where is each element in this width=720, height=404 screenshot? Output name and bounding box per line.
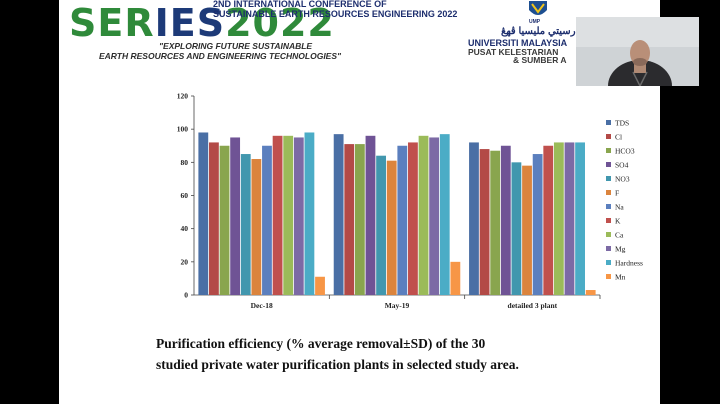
y-tick-label: 60 [181,191,189,200]
legend-swatch-na [606,204,611,209]
ump-centre-2: & SUMBER A [513,55,567,65]
caption-line-1: Purification efficiency (% average remov… [156,336,486,351]
legend-swatch-hco3 [606,148,611,153]
bar-so4-2 [365,135,376,295]
bar-mn-3 [585,290,596,295]
bar-na-1 [262,145,272,295]
bar-ca-1 [283,135,294,295]
legend-swatch-tds [606,120,611,125]
x-category-label: detailed 3 plant [508,301,558,310]
bar-hco3-2 [354,144,365,295]
bar-hardness-2 [439,134,450,295]
legend-label-f: F [615,189,619,198]
legend-label-ca: Ca [615,231,624,240]
presentation-slide: SERIES2022 2ND INTERNATIONAL CONFERENCE … [59,0,660,404]
bar-hco3-3 [490,150,501,295]
legend-label-hco3: HCO3 [615,147,635,156]
ump-arabic: ونيۏرسيتي مليسيا ڤهڠ [501,26,593,37]
logo-word-left: SER [69,1,155,45]
bar-f-2 [386,160,397,295]
bar-mg-2 [429,137,440,295]
legend-swatch-cl [606,134,611,139]
ump-centre: PUSAT KELESTARIAN [468,47,559,57]
legend-swatch-ca [606,232,611,237]
y-tick-label: 100 [177,125,189,134]
bar-hardness-1 [304,132,315,295]
legend-label-na: Na [615,203,624,212]
conference-line-1: 2ND INTERNATIONAL CONFERENCE OF [213,0,387,9]
bar-mn-1 [315,276,325,295]
legend-label-so4: SO4 [615,161,629,170]
logo-word-year: 2022 [225,1,335,45]
bar-no3-3 [511,162,522,295]
legend-label-cl: Cl [615,133,622,142]
bar-cl-2 [344,144,355,295]
bar-so4-1 [230,137,241,295]
legend-label-hardness: Hardness [615,259,643,268]
ump-label: UMP [529,19,541,25]
bar-hardness-3 [575,142,585,295]
y-tick-label: 40 [181,224,189,233]
bar-ca-2 [418,135,429,295]
bar-f-1 [251,159,262,295]
series-logo-wordmark: SERIES2022 [69,0,335,46]
presenter-video-icon [576,17,699,86]
legend-label-k: K [615,217,621,226]
bar-tds-3 [469,142,479,295]
bar-hco3-1 [219,145,230,295]
caption-line-2: studied private water purification plant… [156,357,519,372]
logo-word-mid: IES [154,1,226,45]
legend-swatch-so4 [606,162,611,167]
x-category-label: May-19 [385,301,410,310]
legend-swatch-no3 [606,176,611,181]
bar-na-3 [532,154,543,295]
legend-swatch-hardness [606,260,611,265]
bar-f-3 [522,165,532,295]
bar-na-2 [397,145,408,295]
bar-mn-2 [450,261,461,295]
legend-label-tds: TDS [615,119,629,128]
bar-cl-3 [479,149,490,295]
legend-label-mn: Mn [615,273,626,282]
y-tick-label: 80 [181,158,189,167]
bar-cl-1 [209,142,219,295]
removal-efficiency-bar-chart: 0 20 40 60 80 100 120 Dec-18 May-19 detailed 3 pl… [177,92,643,311]
y-tick-label: 0 [184,291,188,300]
bar-no3-2 [376,155,386,295]
x-category-label: Dec-18 [251,301,273,310]
ump-name: UNIVERSITI MALAYSIA [468,38,568,48]
legend-swatch-k [606,218,611,223]
legend-swatch-mg [606,246,611,251]
tagline-line-2: EARTH RESOURCES AND ENGINEERING TECHNOLO… [99,51,342,61]
legend-swatch-mn [606,274,611,279]
legend-label-mg: Mg [615,245,626,254]
bar-so4-3 [500,145,511,295]
series2022-logo: SERIES2022 2ND INTERNATIONAL CONFERENCE … [65,0,457,62]
bar-ca-3 [553,142,564,295]
bar-k-3 [543,145,554,295]
y-tick-label: 120 [177,92,189,101]
conference-line-2: SUSTAINABLE EARTH RESOURCES ENGINEERING … [213,9,458,19]
presenter-webcam-feed [576,17,699,86]
ump-logo: UMP ونيۏرسيتي مليسيا ڤهڠ UNIVERSITI MALA… [465,0,660,65]
bar-no3-1 [240,154,251,295]
y-tick-label: 20 [181,257,189,266]
bar-k-1 [272,135,283,295]
bar-tds-1 [198,132,209,295]
bar-k-2 [408,142,418,295]
tagline-line-1: "EXPLORING FUTURE SUSTAINABLE [159,41,313,51]
slide-caption: Purification efficiency (% average remov… [156,333,636,375]
bar-mg-1 [293,137,304,295]
bar-tds-2 [333,134,344,295]
bar-mg-3 [564,142,575,295]
legend-swatch-f [606,190,611,195]
legend-label-no3: NO3 [615,175,630,184]
ump-emblem-icon [529,1,547,15]
